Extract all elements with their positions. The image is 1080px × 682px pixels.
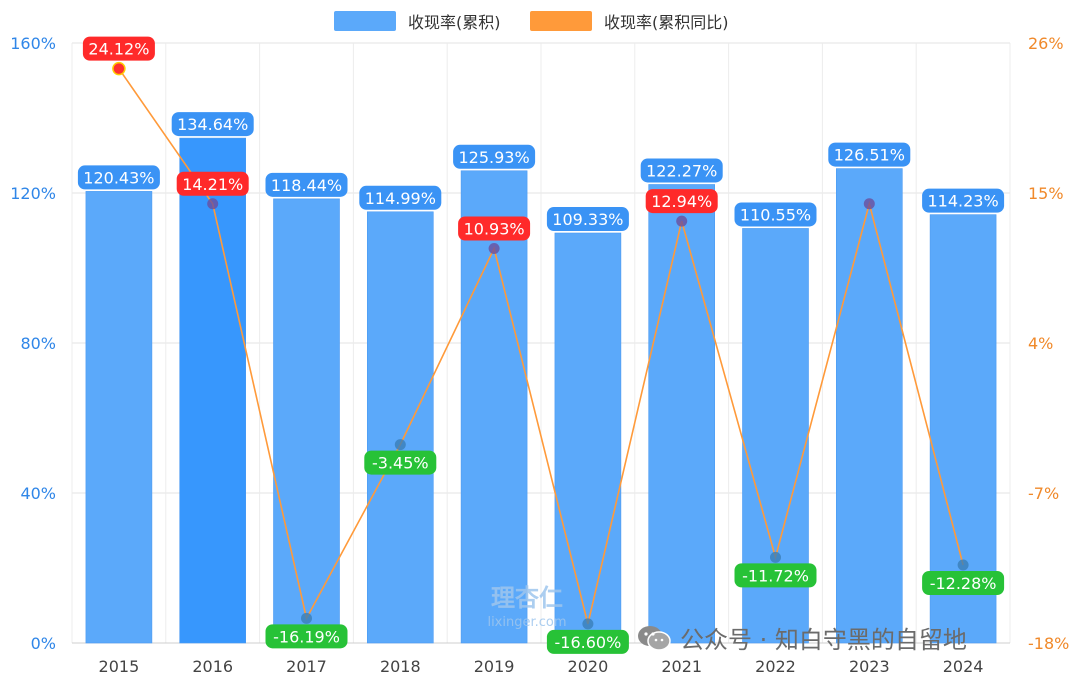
bar-2019 [460,170,528,644]
line-label-2020-bg [546,629,629,654]
legend-swatch-bar [334,11,396,31]
line-label-2015-bg [82,36,155,61]
legend-swatch-line [530,11,592,31]
line-point-2023 [863,198,875,210]
line-label-2016-bg [176,171,249,196]
left-axis-tick: 0% [31,634,56,653]
line-point-2015 [112,61,126,76]
line-label-2018-bg [364,450,437,475]
bar-label-2021: 122.27% [646,161,717,180]
line-point-2019 [488,243,500,254]
x-axis-tick: 2021 [661,657,702,676]
bar-label-2022-bg [734,202,817,227]
x-axis-tick: 2019 [474,657,515,676]
x-axis-tick: 2020 [568,657,609,676]
bar-label-2024-bg [922,188,1005,213]
left-axis-tick: 160% [10,34,56,53]
line-series [118,68,964,625]
legend-item-bar[interactable]: 收现率(累积) [334,10,501,32]
bar-label-2015: 120.43% [83,168,154,187]
bar-label-2016-bg [171,112,254,137]
watermark-site: lixinger.com [487,615,566,630]
bar-label-2020: 109.33% [552,210,623,229]
line-label-2019-bg [458,216,531,241]
watermark-brand: 理杏仁 [491,584,563,612]
right-axis-tick: -7% [1028,484,1059,503]
line-label-2020: -16.60% [555,633,622,652]
right-axis-tick: 15% [1028,184,1064,203]
x-axis-tick: 2022 [755,657,796,676]
bar-label-2024: 114.23% [928,192,999,211]
legend-label-bar: 收现率(累积) [408,13,501,32]
bar-label-2018-bg [359,185,442,210]
bar-label-2020-bg [546,207,629,232]
bar-2020 [554,232,622,644]
chart-legend: 收现率(累积) 收现率(累积同比) [0,8,1080,34]
right-axis-tick: 4% [1028,334,1053,353]
bar-label-2019-bg [453,144,536,169]
bar-2015 [85,191,153,644]
wechat-watermark: 公众号 · 知白守黑的自留地 [636,620,967,655]
left-axis-tick: 80% [20,334,56,353]
line-label-2024: -12.28% [930,574,997,593]
line-point-2016 [207,198,219,210]
bar-2021 [648,184,716,644]
right-axis-tick: -18% [1028,634,1069,653]
bar-2018 [366,211,434,644]
right-axis-tick: 26% [1028,34,1064,53]
left-axis-tick: 120% [10,184,56,203]
line-label-2019: 10.93% [464,220,525,239]
bar-label-2023: 126.51% [834,146,905,165]
bar-label-2015-bg [77,165,160,190]
line-label-2024-bg [922,571,1005,595]
bar-label-2016: 134.64% [177,115,248,134]
line-label-2017-bg [265,624,348,649]
line-point-2024 [957,559,969,571]
bar-label-2017-bg [265,172,348,197]
line-label-2021: 12.94% [651,192,712,211]
x-axis-tick: 2018 [380,657,421,676]
x-axis-tick: 2017 [286,657,327,676]
x-axis-tick: 2016 [192,657,233,676]
line-label-2017: -16.19% [273,627,340,646]
legend-item-line[interactable]: 收现率(累积同比) [530,10,729,32]
bar-2016 [179,137,246,644]
line-label-2016: 14.21% [182,175,243,194]
line-label-2015: 24.12% [88,40,149,59]
x-axis-tick: 2024 [943,657,984,676]
line-point-2017 [301,612,312,624]
bar-label-2021-bg [640,158,723,183]
x-axis-tick: 2023 [849,657,890,676]
bar-2017 [273,198,340,644]
left-axis-tick: 40% [20,484,56,503]
line-point-2020 [582,618,594,630]
line-point-2021 [676,215,688,227]
line-label-2022-bg [734,563,817,588]
bar-label-2018: 114.99% [365,189,436,208]
line-label-2018: -3.45% [372,454,429,473]
wechat-watermark-text: 公众号 · 知白守黑的自留地 [680,626,967,654]
bar-label-2017: 118.44% [271,176,342,195]
line-label-2021-bg [645,189,718,214]
x-axis-tick: 2015 [99,657,140,676]
bar-label-2019: 125.93% [459,148,530,167]
legend-label-line: 收现率(累积同比) [604,13,729,32]
bar-label-2022: 110.55% [740,205,811,224]
line-point-2018 [394,439,406,451]
wechat-icon [638,625,671,651]
bar-label-2023-bg [828,142,911,167]
line-label-2022: -11.72% [742,566,809,585]
line-point-2022 [770,551,781,563]
bar-2023 [835,168,903,644]
